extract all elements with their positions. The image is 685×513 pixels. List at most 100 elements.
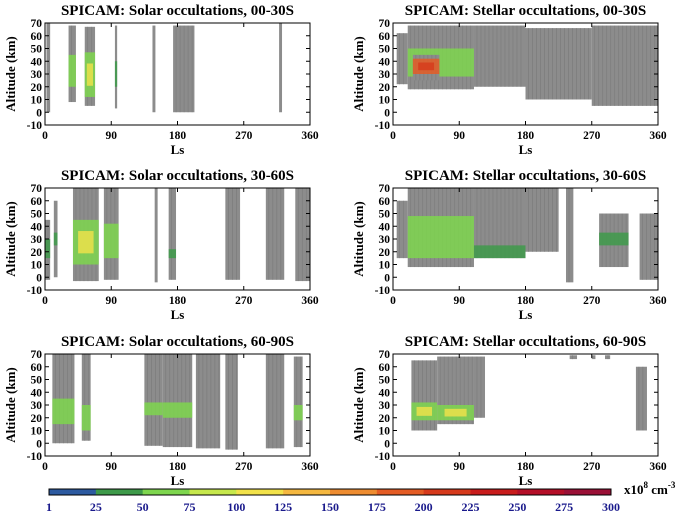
y-tick-label: 50 — [31, 209, 43, 221]
y-tick-label: 0 — [384, 272, 390, 284]
y-tick-label: 10 — [379, 426, 391, 438]
profile-column — [81, 354, 91, 441]
colorbar-tick-label: 50 — [137, 500, 149, 513]
y-axis-label: Altitude (km) — [3, 367, 18, 442]
y-tick-label: 70 — [31, 18, 43, 30]
colorbar-tick-label: 1 — [46, 500, 52, 513]
y-axis-label: Altitude (km) — [3, 36, 18, 111]
colorbar-tick-label: 225 — [462, 500, 480, 513]
y-axis-label: Altitude (km) — [351, 201, 366, 276]
y-tick-label: 10 — [31, 95, 43, 107]
y-tick-label: 20 — [379, 413, 391, 425]
y-tick-label: 0 — [384, 107, 390, 119]
y-tick-label: 10 — [379, 95, 391, 107]
profile-column — [225, 188, 241, 280]
profile-column — [473, 356, 486, 418]
y-tick-label: 10 — [31, 426, 43, 438]
x-axis-label: Ls — [171, 142, 185, 157]
density-cell — [444, 408, 467, 417]
panel-title: SPICAM: Stellar occultations, 00-30S — [405, 3, 646, 19]
y-tick-label: 70 — [379, 183, 391, 195]
colorbar-swatch — [236, 489, 284, 495]
profile-column — [144, 354, 163, 446]
x-tick-label: 270 — [583, 130, 601, 142]
y-tick-label: 20 — [31, 247, 43, 259]
panel-title: SPICAM: Solar occultations, 00-30S — [61, 3, 294, 19]
y-tick-label: 30 — [379, 400, 391, 412]
data-columns — [46, 23, 283, 113]
y-axis-label: Altitude (km) — [351, 36, 366, 111]
density-cell — [168, 249, 177, 259]
y-tick-label: 20 — [379, 247, 391, 259]
y-tick-label: 0 — [36, 107, 42, 119]
density-cell — [86, 63, 93, 86]
profile-column — [279, 23, 283, 113]
profile-column — [195, 354, 221, 449]
y-tick-label: 30 — [31, 234, 43, 246]
profile-column — [152, 25, 156, 113]
y-tick-label: 0 — [36, 438, 42, 450]
x-tick-label: 180 — [169, 461, 187, 473]
y-tick-label: 40 — [379, 221, 391, 233]
y-tick-label: 40 — [31, 387, 43, 399]
colorbar-tick-label: 25 — [90, 500, 102, 513]
profile-column — [591, 355, 596, 360]
x-axis-label: Ls — [519, 473, 533, 488]
profile-column — [154, 188, 158, 283]
colorbar-tick-label: 175 — [368, 500, 386, 513]
y-tick-label: 30 — [379, 234, 391, 246]
colorbar-swatch — [470, 489, 518, 495]
profile-column — [46, 23, 51, 113]
x-tick-label: 90 — [106, 130, 118, 142]
colorbar-tick-label: 150 — [321, 500, 339, 513]
y-tick-label: 0 — [36, 272, 42, 284]
y-axis-label: Altitude (km) — [3, 201, 18, 276]
colorbar-swatch — [142, 489, 190, 495]
y-tick-label: 20 — [31, 82, 43, 94]
x-tick-label: 270 — [235, 295, 253, 307]
x-tick-label: 0 — [390, 295, 396, 307]
data-columns — [45, 188, 310, 283]
y-tick-label: 60 — [31, 362, 43, 374]
density-cell — [45, 239, 51, 259]
y-tick-label: 30 — [379, 69, 391, 81]
colorbar-swatch — [517, 489, 565, 495]
profile-column — [396, 33, 408, 85]
x-tick-label: 270 — [235, 130, 253, 142]
profile-column — [635, 366, 647, 431]
y-tick-label: -10 — [375, 451, 391, 463]
x-tick-label: 90 — [106, 295, 118, 307]
x-tick-label: 360 — [301, 130, 319, 142]
x-tick-label: 360 — [301, 461, 319, 473]
colorbar-frame — [48, 488, 612, 496]
profile-column — [265, 354, 285, 449]
panel-stellar-60-90S: SPICAM: Stellar occultations, 60-90S -100… — [351, 334, 667, 488]
y-tick-label: 70 — [379, 18, 391, 30]
data-columns — [52, 354, 303, 450]
colorbar-swatch — [330, 489, 378, 495]
x-tick-label: 270 — [583, 295, 601, 307]
y-tick-label: 40 — [379, 387, 391, 399]
density-cell — [418, 62, 435, 71]
y-tick-label: 60 — [31, 31, 43, 43]
profile-column — [168, 188, 177, 280]
panel-title: SPICAM: Stellar occultations, 30-60S — [405, 168, 646, 184]
profile-column — [295, 188, 310, 282]
density-cell — [599, 232, 629, 246]
x-tick-label: 0 — [390, 461, 396, 473]
x-tick-label: 0 — [42, 295, 48, 307]
y-tick-label: 60 — [379, 31, 391, 43]
y-tick-label: -10 — [375, 285, 391, 297]
profile-column — [525, 188, 559, 252]
colorbar: 1 25 50 75 100 125 150 175 200 225 250 275 300 x108 … — [46, 480, 676, 513]
panel-stellar-00-30S: SPICAM: Stellar occultations, 00-30S -100… — [351, 3, 667, 157]
x-tick-label: 0 — [390, 130, 396, 142]
y-tick-label: -10 — [375, 120, 391, 132]
y-tick-label: -10 — [27, 451, 43, 463]
density-cell — [81, 405, 91, 431]
x-axis-label: Ls — [519, 307, 533, 322]
data-columns — [396, 25, 658, 106]
y-tick-label: -10 — [27, 285, 43, 297]
colorbar-tick-label: 125 — [274, 500, 292, 513]
x-tick-label: 90 — [454, 461, 466, 473]
